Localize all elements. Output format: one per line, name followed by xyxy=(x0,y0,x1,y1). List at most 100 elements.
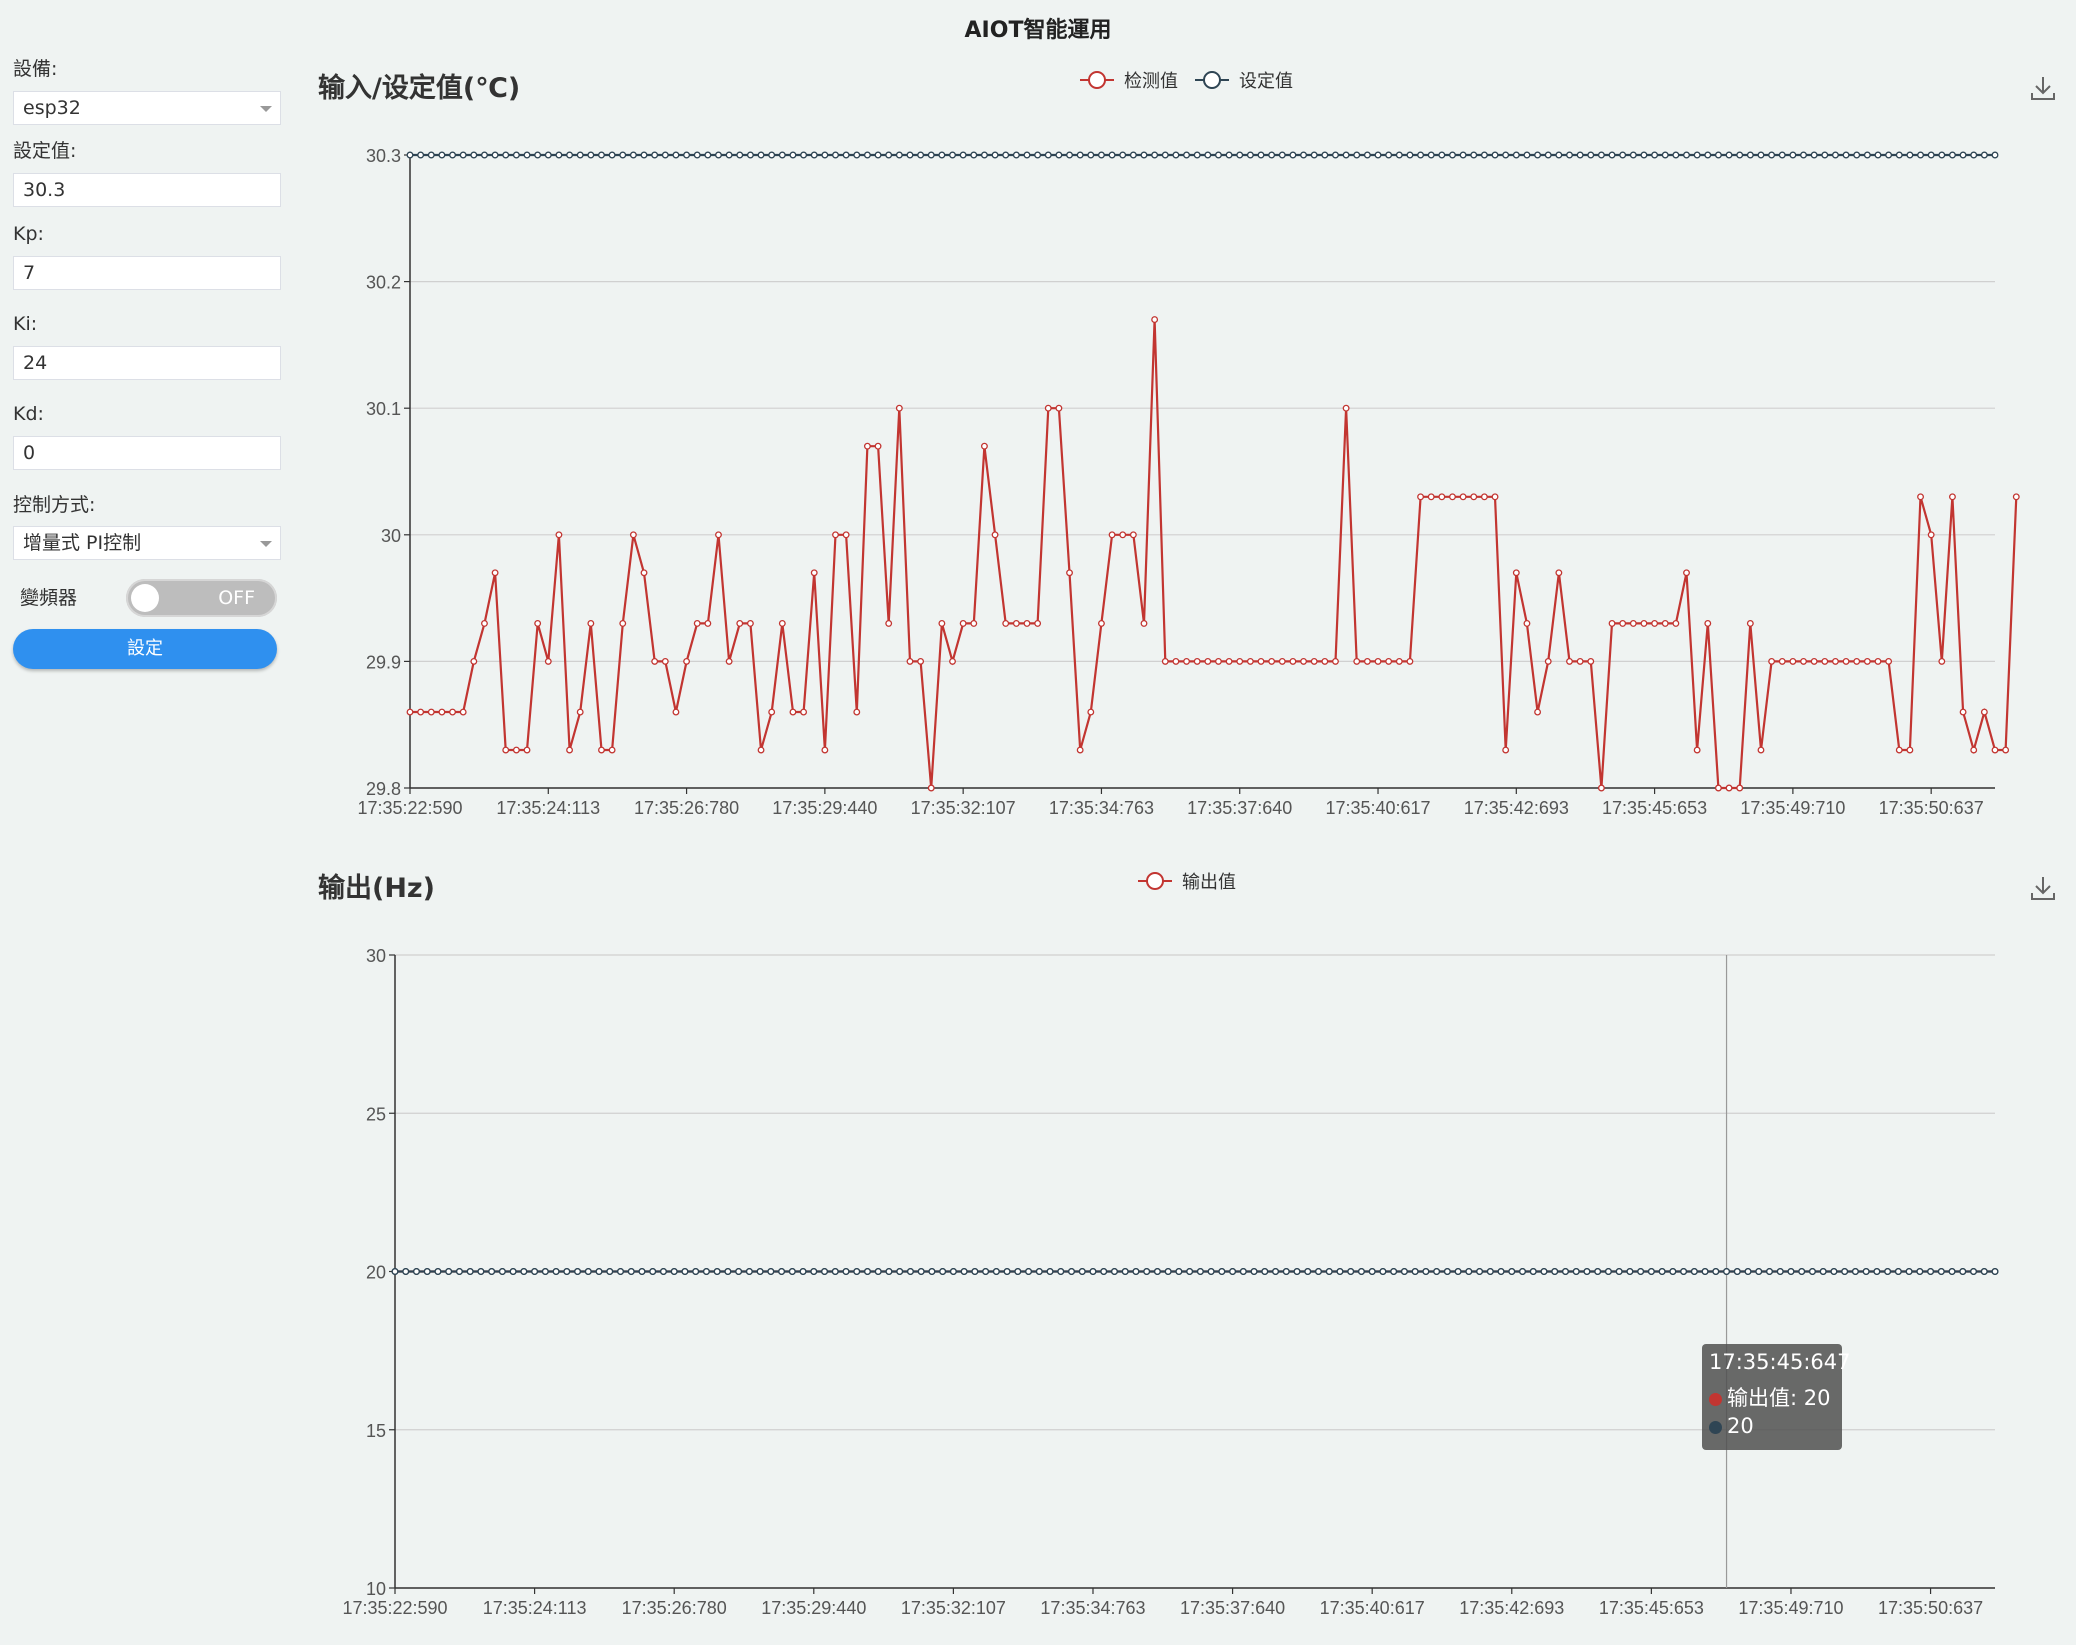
data-point xyxy=(1572,1268,1580,1275)
data-point xyxy=(746,619,754,627)
data-point xyxy=(853,151,861,159)
data-point xyxy=(1800,151,1807,159)
data-point xyxy=(1246,657,1254,665)
control-mode-value: 增量式 PI控制 xyxy=(23,532,142,554)
device-select[interactable]: esp32 xyxy=(13,91,281,125)
data-point xyxy=(778,1268,786,1275)
data-point xyxy=(1991,151,1999,159)
data-point xyxy=(959,151,967,159)
data-point xyxy=(1100,1268,1108,1275)
data-point xyxy=(1704,619,1712,627)
data-point xyxy=(1034,619,1042,627)
data-point xyxy=(778,619,786,627)
data-point xyxy=(1948,1268,1956,1275)
data-point xyxy=(970,151,978,159)
data-point xyxy=(1268,151,1276,159)
data-point xyxy=(725,657,733,665)
data-point xyxy=(1034,151,1042,159)
kp-input[interactable]: 7 xyxy=(13,256,281,290)
data-point xyxy=(980,442,988,450)
data-point xyxy=(438,708,446,716)
data-point xyxy=(434,1268,442,1275)
data-point xyxy=(617,1268,624,1275)
data-point xyxy=(1193,151,1201,159)
set-button[interactable]: 設定 xyxy=(13,629,277,669)
data-point xyxy=(1937,1268,1945,1275)
data-point xyxy=(1885,657,1893,665)
data-point xyxy=(1268,657,1276,665)
data-point xyxy=(1842,657,1850,665)
data-point xyxy=(1379,1268,1387,1275)
data-point xyxy=(1927,531,1935,539)
data-point xyxy=(736,151,744,159)
data-point xyxy=(1959,1268,1967,1275)
data-point xyxy=(1325,1268,1333,1275)
ki-label: Ki: xyxy=(13,313,38,335)
data-point xyxy=(1002,619,1010,627)
data-point xyxy=(1938,151,1946,159)
data-point xyxy=(1443,1268,1451,1275)
data-point xyxy=(1014,1268,1022,1275)
data-point xyxy=(1438,151,1446,159)
data-point xyxy=(1587,657,1595,665)
data-point xyxy=(1003,1268,1011,1275)
control-mode-select[interactable]: 增量式 PI控制 xyxy=(13,526,281,560)
data-point xyxy=(576,708,584,716)
kd-input[interactable]: 0 xyxy=(13,436,281,470)
x-tick-label: 17:35:45:653 xyxy=(1602,798,1707,818)
data-point xyxy=(842,1268,850,1275)
data-point xyxy=(1991,746,1999,754)
data-point xyxy=(992,1268,1000,1275)
data-point xyxy=(1470,151,1478,159)
data-point xyxy=(1562,1268,1569,1275)
data-point xyxy=(1534,708,1542,716)
data-point xyxy=(1261,1268,1269,1275)
data-point xyxy=(757,746,765,754)
data-point xyxy=(1841,1268,1849,1275)
download-icon[interactable] xyxy=(2030,875,2056,901)
data-point xyxy=(466,1268,474,1275)
data-point xyxy=(1282,1268,1290,1275)
data-point xyxy=(928,1268,936,1275)
data-point xyxy=(1078,1268,1086,1275)
data-point xyxy=(638,1268,646,1275)
data-point xyxy=(1789,151,1797,159)
app-title: AIOT智能運用 xyxy=(964,18,1112,43)
data-point xyxy=(960,1268,968,1275)
setpoint-input[interactable]: 30.3 xyxy=(13,173,281,207)
data-point xyxy=(874,1268,882,1275)
download-icon[interactable] xyxy=(2030,75,2056,101)
data-point xyxy=(1289,151,1297,159)
legend-marker xyxy=(1088,71,1106,89)
data-point xyxy=(789,708,797,716)
ki-input[interactable]: 24 xyxy=(13,346,281,380)
data-point xyxy=(1353,657,1361,665)
data-point xyxy=(1502,746,1510,754)
data-point xyxy=(1225,657,1233,665)
data-point xyxy=(1608,151,1616,159)
data-point xyxy=(1400,1268,1408,1275)
x-tick-label: 17:35:29:440 xyxy=(761,1598,866,1618)
data-point xyxy=(821,151,829,159)
data-point xyxy=(1766,1268,1773,1275)
data-point xyxy=(1917,151,1924,159)
data-point xyxy=(445,1268,453,1275)
y-tick-label: 30 xyxy=(381,526,401,546)
data-point xyxy=(1798,1268,1806,1275)
data-point xyxy=(1129,531,1137,539)
data-point xyxy=(1863,151,1871,159)
data-point xyxy=(598,746,605,754)
data-point xyxy=(1097,619,1105,627)
data-point xyxy=(1183,151,1190,159)
data-point xyxy=(512,151,520,159)
data-point xyxy=(1555,151,1563,159)
data-point xyxy=(778,151,786,159)
data-point xyxy=(1186,1268,1194,1275)
inverter-toggle[interactable]: OFF xyxy=(126,579,277,617)
data-point xyxy=(455,1268,463,1275)
data-point xyxy=(1151,151,1159,159)
data-point xyxy=(1278,151,1286,159)
data-point xyxy=(874,151,882,159)
data-point xyxy=(1172,657,1180,665)
data-point xyxy=(1778,151,1786,159)
